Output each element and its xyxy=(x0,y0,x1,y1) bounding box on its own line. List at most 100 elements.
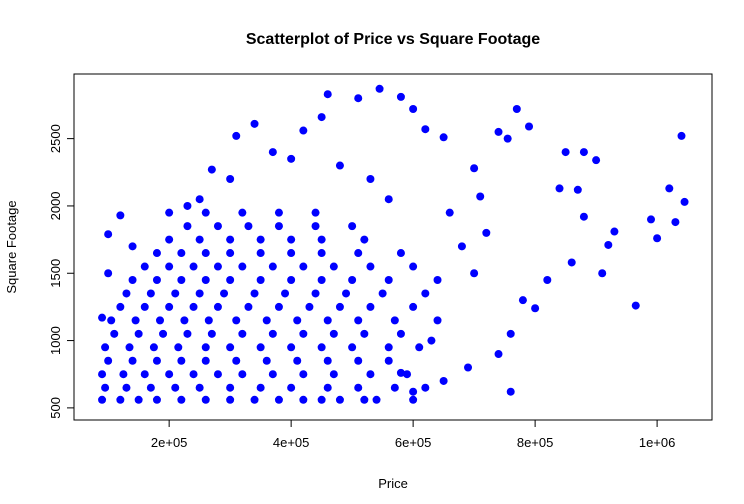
point xyxy=(409,302,418,311)
point xyxy=(360,329,369,338)
point xyxy=(421,289,430,298)
point xyxy=(116,211,125,220)
point xyxy=(384,195,393,204)
point xyxy=(104,230,113,239)
point xyxy=(268,148,277,157)
point xyxy=(98,313,107,322)
point xyxy=(207,329,216,338)
point xyxy=(311,289,320,298)
point xyxy=(396,329,405,338)
point xyxy=(409,262,418,271)
point xyxy=(244,302,253,311)
point xyxy=(305,302,314,311)
point xyxy=(360,235,369,244)
point xyxy=(348,222,357,231)
point xyxy=(177,356,186,365)
point xyxy=(375,84,384,93)
point xyxy=(323,316,332,325)
point xyxy=(494,350,503,359)
point xyxy=(140,262,149,271)
point xyxy=(366,302,375,311)
point xyxy=(287,235,296,244)
point xyxy=(131,316,140,325)
point xyxy=(98,395,107,404)
point xyxy=(348,275,357,284)
point xyxy=(299,370,308,379)
point xyxy=(293,316,302,325)
point xyxy=(128,242,137,251)
point xyxy=(238,370,247,379)
point xyxy=(680,197,689,206)
point xyxy=(180,316,189,325)
point xyxy=(213,222,222,231)
point xyxy=(610,227,619,236)
point xyxy=(104,356,113,365)
point xyxy=(390,316,399,325)
point xyxy=(213,302,222,311)
point xyxy=(140,302,149,311)
x-tick-label: 4e+05 xyxy=(273,435,310,450)
point xyxy=(262,356,271,365)
point xyxy=(195,235,204,244)
point xyxy=(226,249,235,258)
point xyxy=(256,275,265,284)
point xyxy=(415,343,424,352)
point xyxy=(604,240,613,249)
point xyxy=(409,387,418,396)
y-tick-label: 500 xyxy=(48,397,63,419)
point xyxy=(494,127,503,136)
point xyxy=(335,302,344,311)
point xyxy=(360,395,369,404)
point xyxy=(204,316,213,325)
point xyxy=(299,395,308,404)
point xyxy=(201,343,210,352)
point xyxy=(378,289,387,298)
point xyxy=(512,105,521,114)
point xyxy=(183,201,192,210)
point xyxy=(238,262,247,271)
point xyxy=(128,356,137,365)
point xyxy=(409,395,418,404)
point xyxy=(329,262,338,271)
point xyxy=(125,343,134,352)
point xyxy=(354,249,363,258)
point xyxy=(317,395,326,404)
point xyxy=(482,228,491,237)
point xyxy=(445,208,454,217)
point xyxy=(354,94,363,103)
point xyxy=(152,275,161,284)
point xyxy=(579,148,588,157)
point xyxy=(366,175,375,184)
point xyxy=(207,165,216,174)
x-tick-label: 2e+05 xyxy=(151,435,188,450)
points xyxy=(98,84,689,404)
point xyxy=(174,343,183,352)
x-tick-label: 8e+05 xyxy=(517,435,554,450)
point xyxy=(531,304,540,313)
point xyxy=(232,131,241,140)
y-tick-label: 2000 xyxy=(48,191,63,220)
point xyxy=(110,329,119,338)
point xyxy=(177,249,186,258)
point xyxy=(311,208,320,217)
point xyxy=(140,370,149,379)
point xyxy=(323,383,332,392)
point xyxy=(598,269,607,278)
point xyxy=(573,185,582,194)
point xyxy=(226,383,235,392)
x-tick-label: 1e+06 xyxy=(639,435,676,450)
point xyxy=(384,275,393,284)
point xyxy=(116,395,125,404)
point xyxy=(518,296,527,305)
point xyxy=(119,370,128,379)
point xyxy=(342,289,351,298)
point xyxy=(238,329,247,338)
point xyxy=(384,356,393,365)
point xyxy=(671,218,680,227)
point xyxy=(396,368,405,377)
point xyxy=(317,113,326,122)
point xyxy=(409,105,418,114)
point xyxy=(177,275,186,284)
point xyxy=(427,336,436,345)
